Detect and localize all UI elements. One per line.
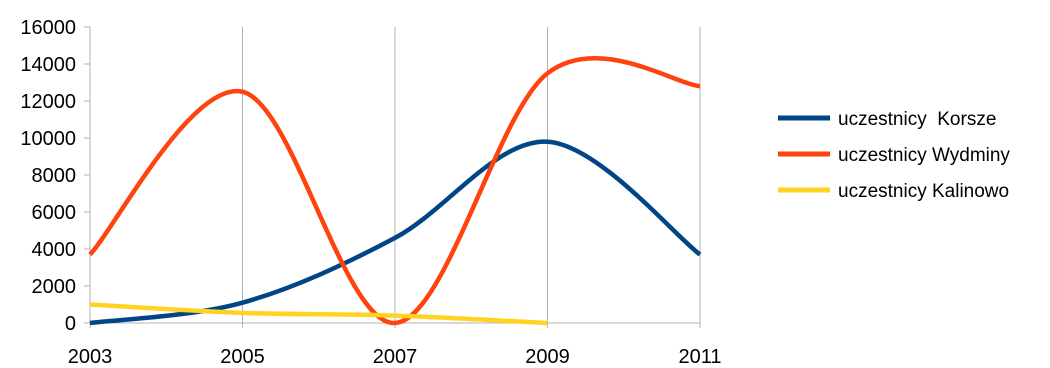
y-tick-label: 8000 — [32, 165, 77, 187]
legend-label: uczestnicy Korsze — [838, 109, 996, 130]
series-lines — [88, 55, 702, 326]
y-tick-label: 2000 — [32, 276, 77, 298]
x-tick-label: 2003 — [68, 346, 113, 368]
y-tick-label: 16000 — [20, 17, 76, 39]
x-tick-label: 2009 — [525, 346, 570, 368]
legend: uczestnicy Korsze uczestnicy Wydminy uczes… — [778, 109, 1010, 202]
grid-lines — [89, 27, 701, 328]
y-tick-label: 4000 — [32, 239, 77, 261]
y-tick-label: 0 — [65, 313, 76, 335]
series-line-2 — [88, 55, 701, 326]
series-line-3 — [89, 302, 548, 326]
x-tick-label: 2007 — [373, 346, 418, 368]
y-tick-label: 10000 — [20, 128, 76, 150]
x-tick-label: 2011 — [678, 346, 721, 368]
y-axis-ticks: 0 2000 4000 6000 8000 10000 12000 14000 16000 — [20, 17, 90, 335]
x-axis-ticks: 2003 2005 2007 2009 2011 — [68, 346, 722, 368]
y-tick-label: 14000 — [20, 54, 76, 76]
x-tick-label: 2005 — [220, 346, 265, 368]
y-tick-label: 6000 — [32, 202, 77, 224]
legend-label: uczestnicy Kalinowo — [838, 181, 1009, 202]
y-tick-label: 12000 — [20, 91, 76, 113]
legend-label: uczestnicy Wydminy — [838, 145, 1010, 166]
